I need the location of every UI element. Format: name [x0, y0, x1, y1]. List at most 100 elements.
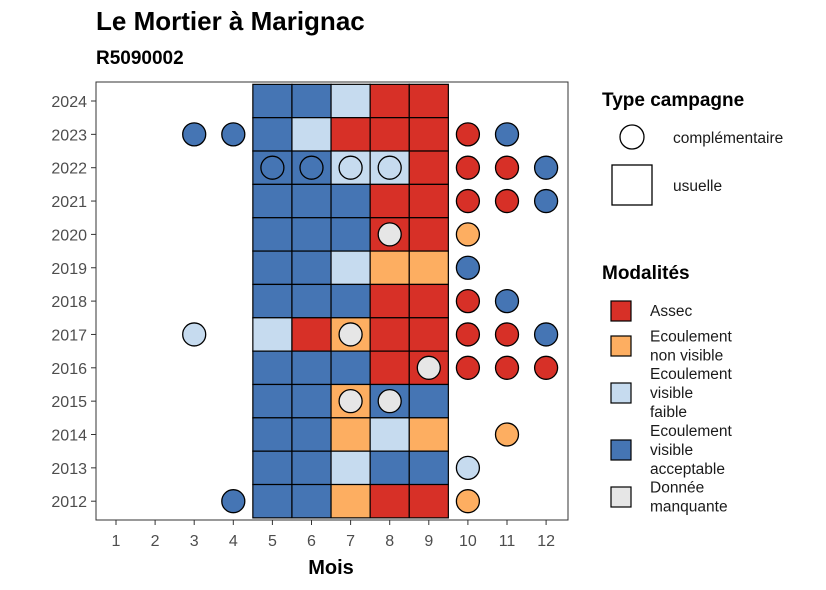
y-tick-label: 2014 — [51, 428, 87, 445]
y-tick-label: 2016 — [51, 361, 87, 378]
point-2015-7 — [338, 388, 363, 414]
tile-2013-6 — [291, 450, 332, 486]
point-2023-11 — [494, 122, 520, 147]
legend-usuelle-label: usuelle — [673, 178, 722, 195]
tile-2022-9 — [408, 150, 449, 185]
tile-2020-6 — [291, 217, 332, 252]
point-2021-12 — [533, 188, 559, 214]
tile-2017-9 — [408, 317, 449, 352]
tile-2014-6 — [291, 417, 332, 452]
x-axis-title: Mois — [308, 557, 354, 579]
tile-2021-5 — [252, 183, 293, 219]
legend-key-2 — [610, 382, 632, 404]
tile-2012-7 — [330, 483, 371, 519]
x-tick-label: 12 — [537, 533, 555, 550]
y-axis: 2012 2013 2014 2015 2016 2017 2018 2019 2020 2021… — [51, 94, 96, 511]
tile-2016-6 — [291, 350, 332, 386]
point-2016-9 — [416, 355, 441, 380]
chart-title: Le Mortier à Marignac — [96, 6, 365, 36]
tile-2014-8 — [369, 417, 410, 452]
point-2017-12 — [533, 322, 559, 347]
legend-usuelle-key — [611, 164, 653, 206]
point-2022-10 — [455, 155, 481, 180]
legend-label-1: Ecoulement non visible — [650, 329, 733, 365]
y-tick-label: 2023 — [51, 127, 87, 144]
legend-key-3 — [610, 439, 632, 461]
x-tick-label: 6 — [307, 533, 316, 550]
tile-2019-9 — [408, 250, 449, 286]
tile-2020-5 — [252, 217, 293, 252]
chart-subtitle: R5090002 — [96, 48, 184, 69]
y-tick-label: 2019 — [51, 261, 87, 278]
point-2016-11 — [494, 355, 520, 380]
point-2017-10 — [455, 322, 481, 347]
tile-2024-8 — [369, 83, 410, 119]
tile-2019-6 — [291, 250, 332, 286]
point-2015-8 — [377, 388, 402, 414]
tile-2017-6 — [291, 317, 332, 352]
tile-2013-5 — [252, 450, 293, 486]
tile-2015-9 — [408, 383, 449, 419]
tile-2019-7 — [330, 250, 371, 286]
x-tick-label: 5 — [268, 533, 277, 550]
tile-2016-8 — [369, 350, 410, 386]
legend-type-campagne: Type campagne complémentaire usuelle — [602, 90, 783, 206]
tile-2014-5 — [252, 417, 293, 452]
legend-label-3: Ecoulement visible acceptable — [650, 423, 733, 478]
tile-2023-5 — [252, 117, 293, 152]
tile-2013-7 — [330, 450, 371, 486]
tile-2023-8 — [369, 117, 410, 152]
tile-2021-8 — [369, 183, 410, 219]
point-2016-12 — [533, 355, 559, 380]
point-2023-4 — [221, 122, 246, 147]
point-2023-10 — [455, 122, 481, 147]
tile-2021-7 — [330, 183, 371, 219]
point-2019-10 — [455, 255, 481, 280]
tile-2014-7 — [330, 417, 371, 452]
point-2022-11 — [494, 155, 520, 180]
tile-2013-8 — [369, 450, 410, 486]
y-tick-label: 2024 — [51, 94, 87, 111]
tile-2024-6 — [291, 83, 332, 119]
point-2022-12 — [533, 155, 559, 180]
tile-2016-7 — [330, 350, 371, 386]
tile-2023-7 — [330, 117, 371, 152]
point-2021-11 — [494, 188, 520, 214]
tile-2014-9 — [408, 417, 449, 452]
tile-2020-7 — [330, 217, 371, 252]
usuelle-tiles — [252, 83, 449, 519]
y-tick-label: 2017 — [51, 327, 87, 344]
tile-2018-6 — [291, 283, 332, 319]
legend-key-1 — [610, 335, 632, 357]
legend-type-title: Type campagne — [602, 90, 744, 111]
legend-key-0 — [610, 300, 632, 322]
tile-2017-8 — [369, 317, 410, 352]
tile-2012-5 — [252, 483, 293, 519]
x-tick-label: 10 — [459, 533, 477, 550]
point-2018-10 — [455, 288, 481, 314]
point-2017-7 — [338, 322, 363, 347]
tile-2015-5 — [252, 383, 293, 419]
y-tick-label: 2012 — [51, 494, 87, 511]
y-tick-label: 2015 — [51, 394, 87, 411]
tile-2012-9 — [408, 483, 449, 519]
tile-2023-9 — [408, 117, 449, 152]
x-tick-label: 3 — [190, 533, 199, 550]
point-2020-8 — [377, 222, 402, 247]
x-tick-label: 1 — [112, 533, 121, 550]
tile-2021-6 — [291, 183, 332, 219]
tile-2018-8 — [369, 283, 410, 319]
point-2021-10 — [455, 188, 481, 214]
x-tick-label: 7 — [346, 533, 355, 550]
point-2014-11 — [494, 422, 520, 447]
x-tick-label: 11 — [499, 533, 516, 550]
y-tick-label: 2020 — [51, 227, 87, 244]
complementaire-points — [182, 122, 559, 514]
point-2012-4 — [221, 489, 246, 514]
tile-2019-5 — [252, 250, 293, 286]
legend-label-0: Assec — [650, 303, 692, 320]
tile-2024-5 — [252, 83, 293, 119]
x-axis: 1 2 3 4 5 6 7 8 9 10 11 12 — [112, 520, 555, 550]
